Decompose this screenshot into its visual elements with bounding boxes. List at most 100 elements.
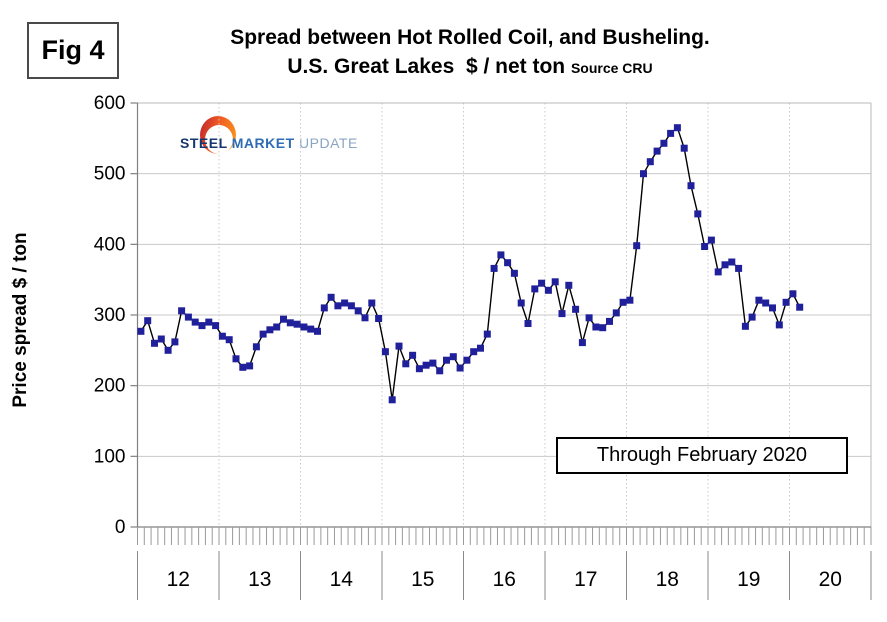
data-point (280, 315, 287, 323)
data-point (347, 302, 355, 310)
y-tick-label: 400 (94, 234, 126, 255)
data-point (286, 319, 294, 327)
data-point (415, 365, 423, 373)
y-tick-label: 200 (94, 376, 126, 397)
y-tick-label: 0 (115, 517, 126, 538)
data-point (578, 339, 586, 347)
data-point (470, 348, 478, 356)
x-year-label: 14 (330, 568, 354, 591)
data-point (748, 313, 756, 321)
data-point (334, 302, 342, 310)
data-point (687, 182, 695, 190)
data-point (510, 269, 518, 277)
data-point (252, 343, 260, 351)
x-year-label: 19 (737, 568, 760, 591)
x-year-label: 16 (493, 568, 516, 591)
data-point (246, 362, 254, 370)
data-point (137, 327, 145, 335)
data-point (205, 318, 213, 326)
steel-market-update-logo: STEEL MARKET UPDATE (180, 114, 380, 160)
data-point (422, 361, 430, 369)
data-point (449, 353, 457, 361)
data-point (558, 310, 566, 318)
data-point (538, 279, 546, 287)
data-point (755, 296, 763, 304)
x-year-label: 18 (656, 568, 679, 591)
data-point (572, 305, 580, 313)
data-point (673, 124, 681, 132)
logo-crescent-icon (200, 116, 236, 154)
data-point (266, 326, 274, 334)
data-point (477, 344, 484, 352)
data-point (218, 332, 226, 340)
data-point (320, 304, 328, 312)
data-point (789, 290, 797, 298)
data-point (375, 315, 383, 322)
data-point (640, 170, 647, 178)
data-point (667, 129, 675, 137)
data-point (633, 242, 641, 250)
figure-label-box: Fig 4 (27, 22, 119, 79)
data-point (341, 299, 349, 307)
series-markers (137, 124, 804, 404)
y-tick-label: 500 (94, 164, 126, 185)
x-axis-month-ticks (137, 527, 872, 545)
logo-word-steel: STEEL (180, 135, 228, 151)
x-year-label: 17 (574, 568, 597, 591)
figure-label: Fig 4 (41, 35, 105, 65)
data-point (646, 158, 654, 166)
data-point (531, 285, 539, 293)
data-point (144, 317, 152, 325)
data-point (585, 314, 593, 322)
data-point (619, 298, 627, 306)
data-point (456, 364, 464, 372)
data-point (409, 351, 417, 359)
data-point (361, 314, 369, 322)
data-point (490, 264, 498, 272)
data-point (653, 147, 661, 155)
data-point (184, 313, 192, 321)
y-tick-label: 100 (94, 446, 126, 467)
logo-text: STEEL MARKET UPDATE (180, 135, 380, 151)
x-year-label: 20 (819, 568, 842, 591)
data-point (660, 139, 668, 147)
data-point (504, 259, 512, 267)
y-gridlines (137, 173, 871, 457)
data-point (157, 335, 165, 343)
data-point (273, 323, 281, 331)
chart-title: Spread between Hot Rolled Coil, and Bush… (230, 26, 710, 49)
data-point (212, 322, 220, 330)
data-point (402, 360, 410, 368)
data-point (259, 330, 267, 338)
data-point (239, 363, 247, 371)
data-point (381, 348, 389, 356)
x-year-label: 12 (167, 568, 190, 591)
data-point (293, 320, 301, 328)
data-point (429, 359, 437, 367)
x-axis-year-labels: 12 13 14 15 16 17 18 19 20 (137, 551, 872, 600)
data-point (388, 396, 396, 404)
data-point (565, 281, 573, 289)
chart-subtitle-text: U.S. Great Lakes $ / net ton (287, 55, 571, 78)
data-point (728, 258, 736, 266)
data-point (225, 336, 233, 344)
data-point (517, 299, 525, 307)
data-point (762, 299, 770, 307)
y-tick-label: 300 (94, 305, 126, 326)
chart-subtitle: U.S. Great Lakes $ / net ton Source CRU (100, 55, 840, 79)
data-point (191, 318, 199, 326)
data-point (178, 307, 186, 315)
annotation-text: Through February 2020 (596, 444, 808, 466)
data-point (463, 356, 471, 364)
data-point (626, 296, 634, 304)
annotation-box: Through February 2020 (556, 437, 848, 474)
data-point (782, 298, 790, 306)
data-point (694, 210, 702, 218)
x-year-label: 15 (411, 568, 434, 591)
data-point (232, 355, 240, 363)
data-point (735, 264, 743, 272)
data-point (606, 317, 613, 325)
data-point (714, 268, 722, 276)
